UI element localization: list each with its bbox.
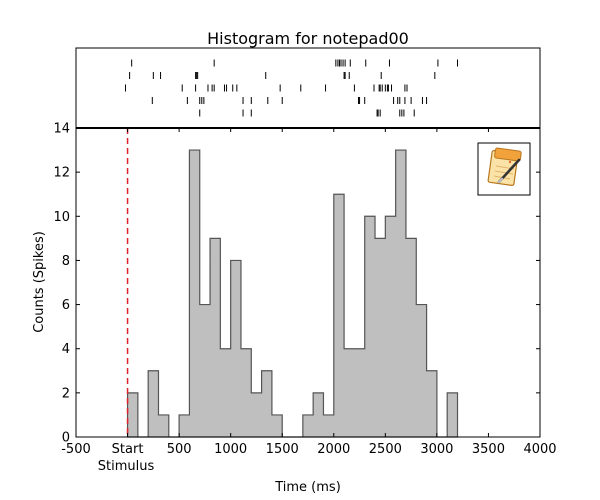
x-tick-label: -500 xyxy=(61,442,91,457)
x-tick-label: 1500 xyxy=(266,442,299,457)
x-tick-label: 4000 xyxy=(523,442,556,457)
y-tick-label: 10 xyxy=(53,210,70,225)
notepad-icon xyxy=(477,142,531,196)
y-tick-label: 2 xyxy=(62,386,70,401)
y-tick-label: 4 xyxy=(62,342,70,357)
y-tick-label: 0 xyxy=(62,431,70,446)
y-axis: 0 2 4 6 8 10 12 14 xyxy=(53,122,540,446)
y-tick-label: 8 xyxy=(62,254,70,269)
chart-title: Histogram for notepad00 xyxy=(207,29,409,48)
x-tick-label: 500 xyxy=(167,442,192,457)
y-tick-label: 14 xyxy=(53,122,70,137)
x-tick-label: Start xyxy=(112,442,144,457)
y-tick-label: 12 xyxy=(53,166,70,181)
x-tick-label: 3000 xyxy=(420,442,453,457)
x-tick-label: 2000 xyxy=(317,442,350,457)
stimulus-label: Stimulus xyxy=(98,459,155,474)
y-tick-label: 6 xyxy=(62,298,70,313)
y-axis-label: Counts (Spikes) xyxy=(32,231,47,333)
x-tick-label: 3500 xyxy=(472,442,505,457)
raster-spikes xyxy=(124,59,459,117)
x-tick-label: 2500 xyxy=(369,442,402,457)
x-axis-label: Time (ms) xyxy=(274,480,341,495)
x-axis: -500 Start 500 1000 1500 2000 2500 3000 3500 4000 xyxy=(61,128,557,457)
x-tick-label: 1000 xyxy=(214,442,247,457)
histogram-panel: 0 2 4 6 8 10 12 14 -500 Start 500 1000 1500 2000 2500… xyxy=(32,122,557,496)
